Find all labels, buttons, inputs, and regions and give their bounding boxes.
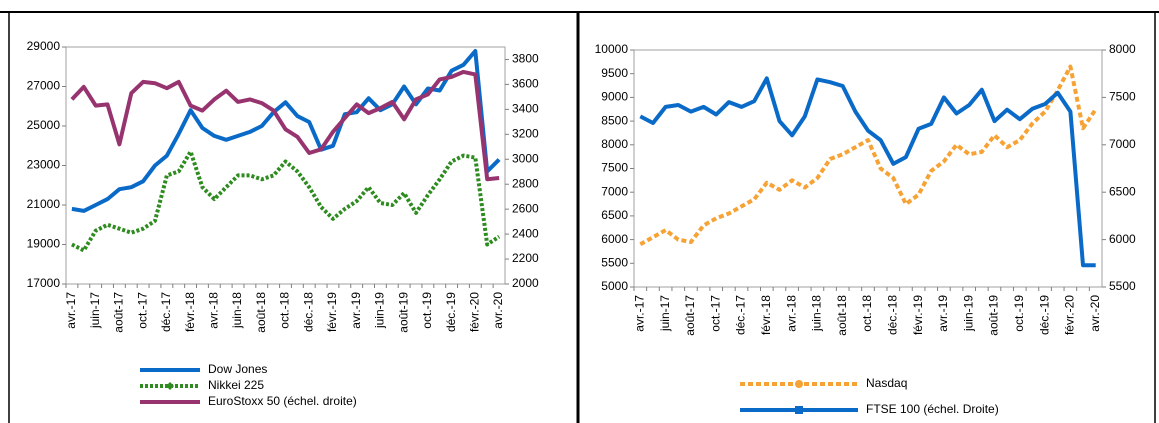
x-tick-label: févr.-18 — [183, 292, 197, 332]
x-tick-label: déc.-17 — [734, 295, 748, 335]
x-tick-label: juin-19 — [961, 295, 975, 332]
x-tick-label: août-17 — [683, 295, 697, 336]
x-tick-label: avr.-18 — [784, 295, 798, 332]
x-tick-label: oct.-18 — [278, 292, 292, 329]
y-tick-label: 19000 — [27, 237, 61, 251]
legend-marker — [795, 380, 803, 388]
y-tick-label: 5500 — [601, 255, 628, 269]
y-tick-label: 29000 — [27, 39, 61, 53]
x-tick-label: avr.-19 — [349, 292, 363, 329]
x-tick-label: févr.-19 — [911, 295, 925, 335]
y2-tick-label: 2000 — [512, 276, 539, 290]
y-tick-label: 7500 — [601, 161, 628, 175]
y-tick-label: 27000 — [27, 79, 61, 93]
legend-marker — [795, 406, 803, 414]
series-line — [71, 149, 501, 253]
x-tick-label: juin-17 — [658, 295, 672, 332]
y2-tick-label: 3600 — [512, 77, 539, 91]
x-tick-label: déc.-19 — [444, 292, 458, 332]
y-tick-label: 9000 — [601, 90, 628, 104]
legend-label: EuroStoxx 50 (échel. droite) — [208, 394, 357, 408]
y2-tick-label: 6000 — [1109, 232, 1136, 246]
y-tick-label: 6500 — [601, 208, 628, 222]
x-tick-label: avr.-19 — [936, 295, 950, 332]
x-tick-label: avr.-20 — [491, 292, 505, 329]
y2-tick-label: 2200 — [512, 251, 539, 265]
x-tick-label: déc.-17 — [159, 292, 173, 332]
legend-label: Dow Jones — [208, 362, 267, 376]
y-tick-label: 21000 — [27, 197, 61, 211]
legend-marker — [166, 382, 174, 390]
x-tick-label: déc.-18 — [301, 292, 315, 332]
series-line — [70, 69, 500, 182]
x-tick-label: juin-17 — [88, 292, 102, 329]
x-tick-label: févr.-20 — [1063, 295, 1077, 335]
x-tick-label: juin-18 — [810, 295, 824, 332]
x-tick-label: oct.-19 — [1012, 295, 1026, 332]
x-tick-label: juin-18 — [230, 292, 244, 329]
y-tick-label: 17000 — [27, 276, 61, 290]
x-tick-label: avr.-18 — [206, 292, 220, 329]
y-tick-label: 23000 — [27, 158, 61, 172]
y2-tick-label: 7000 — [1109, 137, 1136, 151]
x-tick-label: août-17 — [112, 292, 126, 333]
y2-tick-label: 3000 — [512, 151, 539, 165]
x-tick-label: oct.-17 — [135, 292, 149, 329]
x-tick-label: févr.-18 — [759, 295, 773, 335]
y-tick-label: 25000 — [27, 118, 61, 132]
x-tick-label: déc.-18 — [885, 295, 899, 335]
y-tick-label: 8000 — [601, 137, 628, 151]
y2-tick-label: 2600 — [512, 201, 539, 215]
x-tick-label: août-18 — [835, 295, 849, 336]
y-tick-label: 8500 — [601, 113, 628, 127]
y2-tick-label: 2800 — [512, 176, 539, 190]
x-tick-label: avr.-20 — [1088, 295, 1102, 332]
y-tick-label: 7000 — [601, 184, 628, 198]
x-tick-label: août-19 — [396, 292, 410, 333]
y2-tick-label: 3800 — [512, 52, 539, 66]
y-tick-label: 10000 — [595, 42, 629, 56]
series-line — [639, 76, 1096, 268]
y2-tick-label: 7500 — [1109, 90, 1136, 104]
y2-tick-label: 5500 — [1109, 279, 1136, 293]
x-tick-label: déc.-19 — [1037, 295, 1051, 335]
x-tick-label: févr.-19 — [325, 292, 339, 332]
y-tick-label: 9500 — [601, 66, 628, 80]
x-tick-label: avr.-17 — [64, 292, 78, 329]
legend-label: Nasdaq — [866, 376, 907, 390]
x-tick-label: oct.-18 — [860, 295, 874, 332]
x-tick-label: oct.-19 — [420, 292, 434, 329]
x-tick-label: avr.-17 — [632, 295, 646, 332]
y2-tick-label: 6500 — [1109, 184, 1136, 198]
x-tick-label: oct.-17 — [708, 295, 722, 332]
legend-label: FTSE 100 (échel. Droite) — [866, 402, 999, 416]
y-tick-label: 6000 — [601, 232, 628, 246]
series-line — [639, 64, 1098, 247]
plot-area — [633, 49, 1103, 288]
series-line — [71, 49, 501, 213]
y2-tick-label: 3400 — [512, 102, 539, 116]
legend-label: Nikkei 225 — [208, 378, 264, 392]
x-tick-label: août-18 — [254, 292, 268, 333]
x-tick-label: juin-19 — [373, 292, 387, 329]
x-tick-label: févr.-20 — [468, 292, 482, 332]
x-tick-label: août-19 — [987, 295, 1001, 336]
y2-tick-label: 2400 — [512, 226, 539, 240]
y2-tick-label: 8000 — [1109, 42, 1136, 56]
y-tick-label: 5000 — [601, 279, 628, 293]
y2-tick-label: 3200 — [512, 126, 539, 140]
